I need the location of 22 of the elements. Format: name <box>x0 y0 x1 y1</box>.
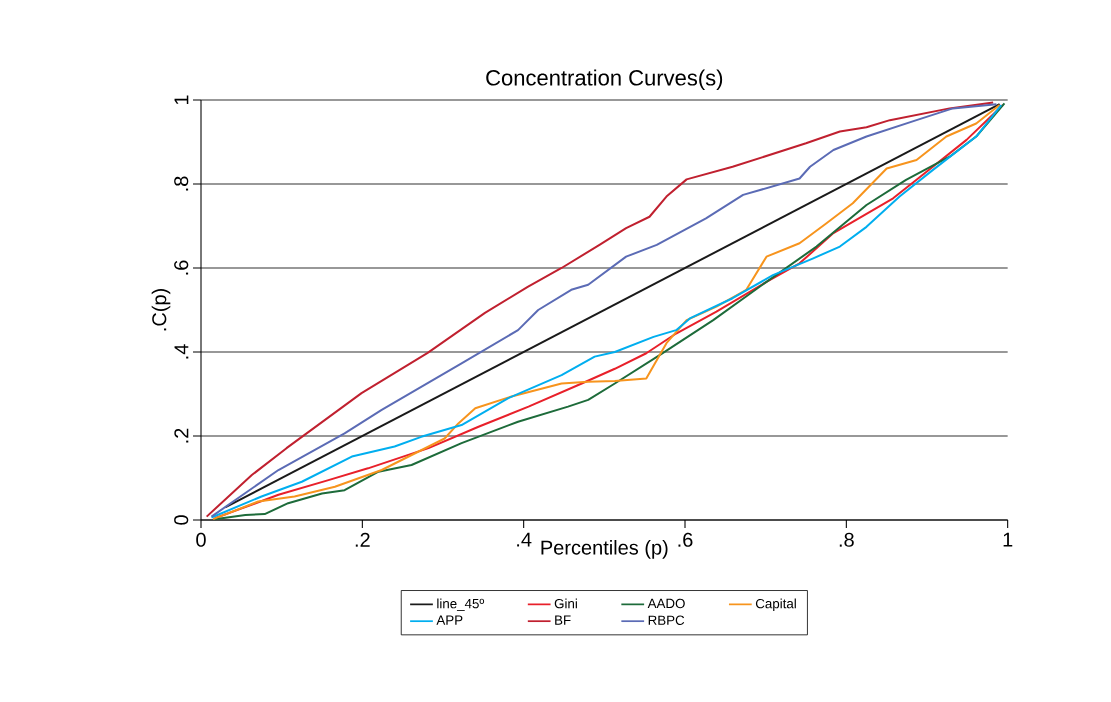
y-tick-label: .2 <box>174 428 189 443</box>
y-tick-label: 1 <box>174 95 189 105</box>
chart-title: Concentration Curves(s) <box>486 69 723 90</box>
y-tick-label: 0 <box>174 515 189 525</box>
legend-label: AADO <box>647 598 685 609</box>
legend-label: RBPC <box>648 615 685 625</box>
legend-label: line_45º <box>437 598 485 611</box>
x-axis-title: Percentiles (p) <box>541 540 668 559</box>
x-tick-label: .2 <box>355 532 370 547</box>
legend-label: Capital <box>755 598 796 611</box>
x-tick-label: 0 <box>196 532 206 547</box>
y-tick-label: .4 <box>174 344 189 359</box>
x-tick-label: .4 <box>517 532 532 547</box>
legend-label: APP <box>436 615 463 625</box>
legend-label: BF <box>555 615 571 625</box>
x-tick-label: 1 <box>1003 532 1013 547</box>
legend-label: Gini <box>554 598 577 609</box>
y-tick-label: .6 <box>174 260 189 275</box>
y-tick-label: .8 <box>174 176 189 191</box>
x-tick-label: .8 <box>839 532 854 547</box>
y-axis-title: .C(p) <box>151 289 171 331</box>
x-tick-label: .6 <box>678 532 693 547</box>
